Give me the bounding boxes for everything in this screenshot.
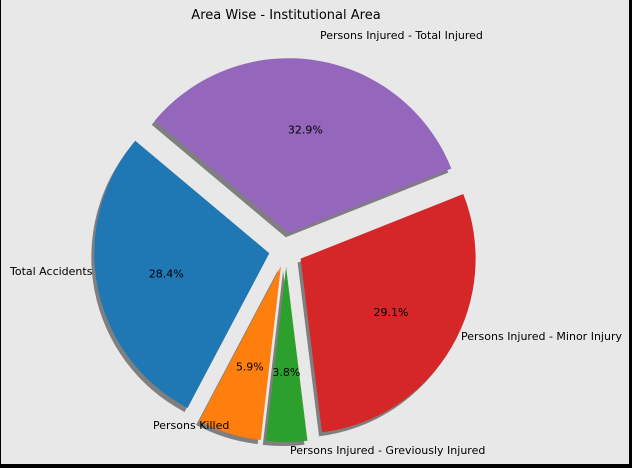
percent-label-greviously-injured: 3.8% xyxy=(272,366,300,379)
percent-label-total-injured: 32.9% xyxy=(288,124,323,137)
percent-label-persons-killed: 5.9% xyxy=(236,361,264,374)
slice-total-accidents xyxy=(94,140,270,408)
category-label-persons-killed: Persons Killed xyxy=(153,419,229,432)
category-label-total-injured: Persons Injured - Total Injured xyxy=(320,29,483,42)
category-label-greviously-injured: Persons Injured - Greviously Injured xyxy=(290,444,485,457)
percent-label-total-accidents: 28.4% xyxy=(149,267,184,280)
slice-minor-injury xyxy=(300,194,476,433)
category-label-minor-injury: Persons Injured - Minor Injury xyxy=(461,330,622,343)
slice-persons-killed xyxy=(199,266,281,441)
slice-greviously-injured xyxy=(265,267,308,442)
percent-label-minor-injury: 29.1% xyxy=(374,306,409,319)
slice-total-injured xyxy=(154,58,452,234)
chart-title: Area Wise - Institutional Area xyxy=(191,8,380,23)
category-labels: Total Accidents Persons Killed Persons Inj… xyxy=(9,29,622,457)
category-label-total-accidents: Total Accidents xyxy=(9,265,93,278)
percent-labels: 28.4% 5.9% 3.8% 29.1% 32.9% xyxy=(149,124,409,379)
pie-slices xyxy=(94,58,476,442)
